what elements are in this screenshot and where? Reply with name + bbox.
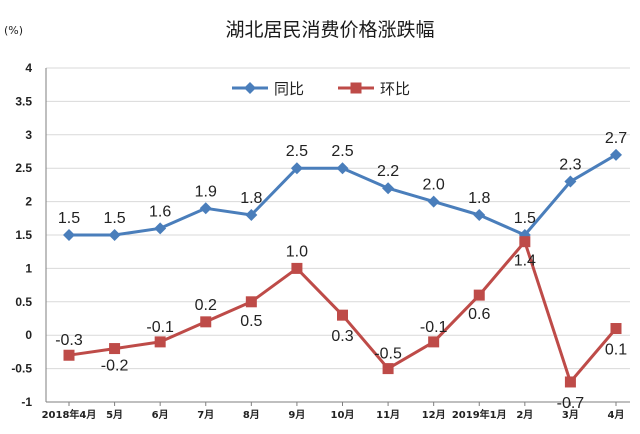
data-label: -0.3 bbox=[55, 332, 83, 349]
y-tick-label: 3 bbox=[25, 128, 32, 142]
data-label: -0.7 bbox=[557, 395, 585, 412]
legend-label-1: 环比 bbox=[380, 80, 410, 98]
x-tick-label: 9月 bbox=[288, 409, 305, 421]
data-label: 0.3 bbox=[331, 328, 353, 345]
data-point-square bbox=[519, 236, 531, 248]
x-tick-label: 7月 bbox=[197, 409, 214, 421]
legend-label-0: 同比 bbox=[274, 80, 304, 98]
data-point-diamond bbox=[108, 229, 121, 241]
data-label: -0.1 bbox=[146, 319, 174, 336]
legend-marker-square bbox=[350, 82, 362, 94]
data-point-square bbox=[337, 309, 348, 321]
data-point-diamond bbox=[336, 162, 349, 175]
x-tick-label: 4月 bbox=[608, 409, 625, 421]
data-point-diamond bbox=[427, 195, 440, 208]
x-tick-labels: 2018年4月 5月 6月 7月 8月 9月 10月 11月 12月 2019年1月 2月 3月 4月 bbox=[42, 408, 625, 421]
data-label: -0.2 bbox=[101, 358, 129, 375]
chart-title: 湖北居民消费价格涨跌幅 bbox=[225, 19, 434, 41]
data-label: 1.8 bbox=[240, 190, 262, 207]
data-point-diamond bbox=[564, 175, 577, 188]
data-label: 2.0 bbox=[423, 177, 445, 194]
data-label: 1.5 bbox=[103, 210, 125, 227]
data-label: 2.5 bbox=[286, 143, 308, 160]
y-tick-label: 0 bbox=[25, 328, 32, 342]
y-tick-label: 0.5 bbox=[15, 295, 32, 309]
x-tick-label: 2019年1月 bbox=[452, 408, 507, 421]
data-point-square bbox=[473, 289, 485, 301]
data-label: 1.9 bbox=[195, 183, 217, 200]
data-point-square bbox=[382, 363, 394, 375]
y-unit-label: (%) bbox=[4, 24, 23, 37]
data-point-diamond bbox=[63, 229, 75, 241]
y-tick-label: 3.5 bbox=[15, 94, 32, 108]
axes bbox=[45, 68, 630, 406]
x-tick-label: 11月 bbox=[376, 409, 400, 421]
data-label: 0.6 bbox=[468, 306, 490, 323]
y-tick-label: 2.5 bbox=[15, 161, 32, 175]
x-tick-label: 2月 bbox=[516, 409, 533, 421]
x-tick-label: 12月 bbox=[422, 409, 446, 421]
y-tick-label: 2 bbox=[25, 195, 32, 209]
y-tick-label: 4 bbox=[25, 61, 32, 75]
data-label: 0.1 bbox=[605, 342, 627, 359]
data-label: -0.5 bbox=[374, 346, 402, 363]
data-label: 2.2 bbox=[377, 163, 399, 180]
data-point-diamond bbox=[154, 222, 167, 235]
data-label: 2.3 bbox=[559, 157, 581, 174]
data-point-square bbox=[564, 376, 576, 388]
x-tick-label: 8月 bbox=[243, 409, 260, 421]
legend-marker-diamond bbox=[244, 82, 256, 94]
x-tick-label: 3月 bbox=[562, 409, 579, 421]
data-label: 1.4 bbox=[514, 253, 536, 270]
y-tick-label: -1 bbox=[21, 395, 32, 409]
data-point-diamond bbox=[199, 202, 212, 215]
data-label: 1.5 bbox=[58, 210, 80, 227]
data-point-square bbox=[245, 296, 257, 308]
data-label: 2.7 bbox=[605, 130, 627, 147]
data-point-square bbox=[291, 262, 303, 274]
data-point-diamond bbox=[290, 162, 303, 175]
data-point-square bbox=[63, 349, 75, 361]
y-tick-label: 1 bbox=[25, 261, 32, 275]
data-point-square bbox=[428, 336, 440, 348]
data-label: 1.0 bbox=[286, 243, 308, 260]
data-label: -0.1 bbox=[420, 319, 448, 336]
x-tick-label: 6月 bbox=[152, 409, 169, 421]
x-tick-label: 5月 bbox=[106, 409, 123, 421]
data-labels: 1.5 1.5 1.6 1.9 1.8 2.5 2.5 2.2 2.0 1.8 1.5 2.3 2.7 -… bbox=[55, 130, 627, 412]
data-point-diamond bbox=[245, 208, 258, 221]
data-label: 1.6 bbox=[149, 203, 171, 220]
data-point-square bbox=[109, 343, 121, 355]
y-tick-label: -0.5 bbox=[11, 362, 32, 376]
y-tick-label: 1.5 bbox=[15, 228, 32, 242]
data-label: 1.5 bbox=[514, 210, 536, 227]
y-tick-labels: -1 -0.5 0 0.5 1 1.5 2 2.5 3 3.5 4 bbox=[11, 61, 32, 409]
data-point-diamond bbox=[382, 182, 395, 195]
data-label: 0.5 bbox=[240, 313, 262, 330]
data-point-diamond bbox=[473, 208, 486, 221]
data-point-diamond bbox=[610, 148, 622, 161]
data-label: 0.2 bbox=[195, 297, 217, 314]
x-tick-label: 10月 bbox=[331, 409, 355, 421]
series bbox=[63, 148, 622, 388]
data-point-square bbox=[200, 316, 212, 328]
gridlines bbox=[46, 67, 630, 370]
data-point-square bbox=[154, 336, 166, 348]
x-tick-label: 2018年4月 bbox=[42, 408, 97, 421]
legend: 同比 环比 bbox=[232, 80, 410, 98]
data-point-square bbox=[610, 323, 622, 335]
data-label: 2.5 bbox=[331, 143, 353, 160]
data-label: 1.8 bbox=[468, 190, 490, 207]
